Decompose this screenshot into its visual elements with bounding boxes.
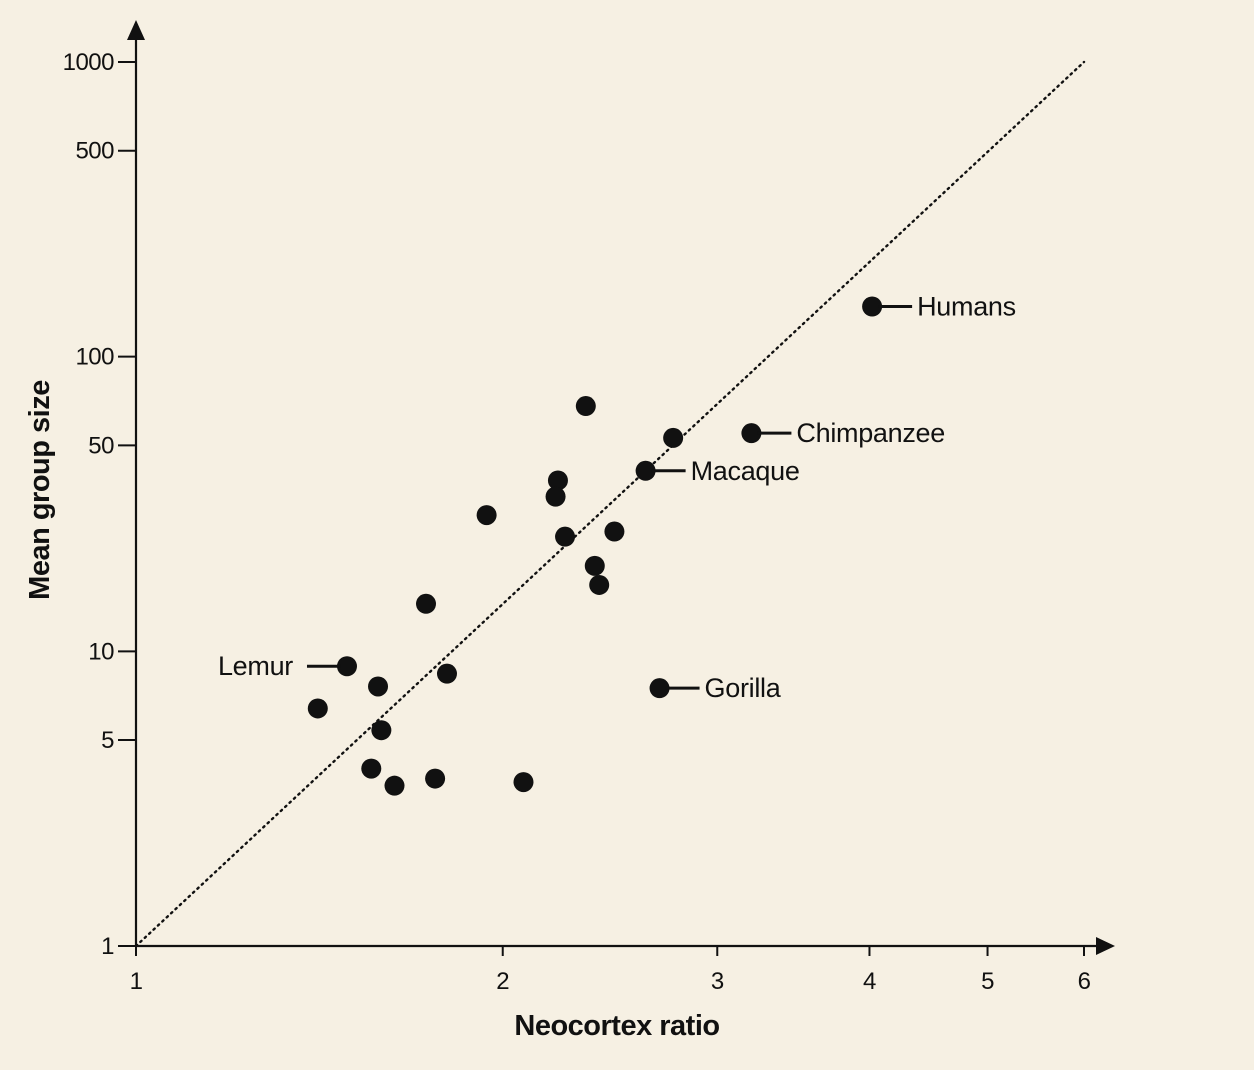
data-point xyxy=(545,486,566,507)
y-tick-label: 10 xyxy=(88,638,114,665)
trend-line xyxy=(134,60,1086,948)
x-tick-label: 5 xyxy=(981,968,994,995)
y-tick-label: 500 xyxy=(75,138,114,165)
point-label-gorilla: Gorilla xyxy=(705,673,782,703)
y-axis-arrow xyxy=(127,20,145,40)
data-point xyxy=(513,772,534,793)
x-tick-label: 3 xyxy=(711,968,724,995)
data-point-humans xyxy=(862,296,883,317)
data-point xyxy=(547,470,568,491)
y-tick-label: 50 xyxy=(88,432,114,459)
y-tick-label: 100 xyxy=(75,344,114,371)
x-axis-title: Neocortex ratio xyxy=(514,1010,719,1042)
x-tick-label: 1 xyxy=(130,968,143,995)
y-tick-label: 1000 xyxy=(63,49,115,76)
y-tick-label: 5 xyxy=(101,727,114,754)
point-label-chimpanzee: Chimpanzee xyxy=(796,418,945,448)
point-label-humans: Humans xyxy=(917,291,1016,321)
point-label-macaque: Macaque xyxy=(691,456,800,486)
x-tick-label: 6 xyxy=(1078,968,1091,995)
ticks-group: 1 2 3 4 5 6 1 5 10 50 100 500 1000 xyxy=(63,49,1091,995)
data-point xyxy=(663,427,684,448)
data-point xyxy=(584,555,605,576)
x-axis-arrow xyxy=(1096,937,1115,955)
data-point xyxy=(575,396,596,417)
y-axis-title: Mean group size xyxy=(24,380,56,600)
data-point xyxy=(425,768,446,789)
data-point xyxy=(307,698,328,719)
x-tick-label: 2 xyxy=(496,968,509,995)
point-labels-group: Humans Chimpanzee Macaque Gorilla Lemur xyxy=(218,291,1016,703)
data-point xyxy=(361,758,382,779)
x-tick-label: 4 xyxy=(863,968,876,995)
data-point-macaque xyxy=(635,460,656,481)
data-point xyxy=(555,526,576,547)
data-point xyxy=(368,676,389,697)
points-group xyxy=(307,296,883,796)
data-point xyxy=(416,593,437,614)
data-point xyxy=(384,775,405,796)
data-point xyxy=(589,574,610,595)
y-tick-label: 1 xyxy=(101,933,114,960)
point-label-lemur: Lemur xyxy=(218,651,293,681)
data-point xyxy=(604,521,625,542)
data-point xyxy=(436,663,457,684)
axes-group xyxy=(127,20,1115,955)
data-point xyxy=(476,505,497,526)
trend-line-group xyxy=(134,60,1086,948)
data-point xyxy=(371,720,392,741)
data-point-chimpanzee xyxy=(741,423,762,444)
data-point-lemur xyxy=(336,656,357,677)
data-point-gorilla xyxy=(649,678,670,699)
